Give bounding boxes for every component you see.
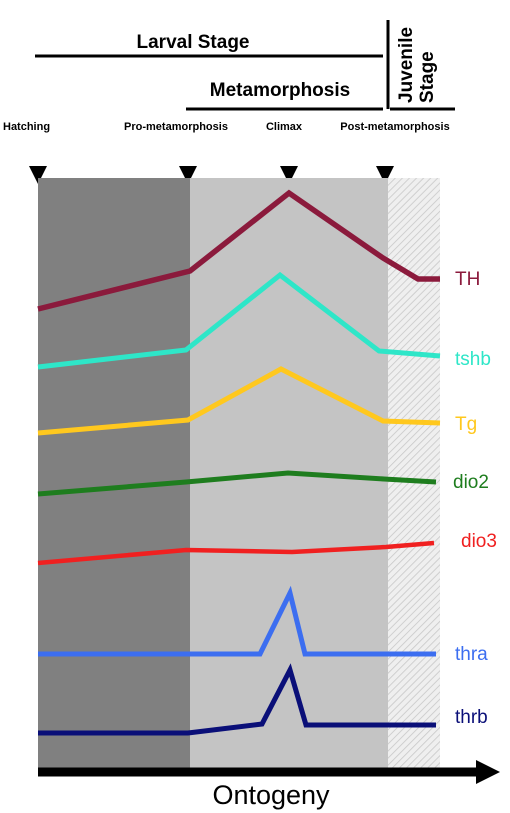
gene-label-th: TH <box>455 269 480 290</box>
juvenile-stage-line2: Stage <box>417 51 438 103</box>
gene-curve-dio3 <box>37 540 435 566</box>
gene-label-thra: thra <box>455 644 488 665</box>
gene-curve-thrb <box>38 663 436 736</box>
gene-label-dio2: dio2 <box>453 472 489 493</box>
stage-label-post-metamorphosis: Post-metamorphosis <box>340 121 449 133</box>
metamorphosis-header: Metamorphosis <box>210 80 350 101</box>
gene-curve-thra <box>38 585 436 657</box>
stage-marker-hatching <box>29 166 47 184</box>
gene-curve-th <box>37 189 440 312</box>
stage-label-pro-metamorphosis: Pro-metamorphosis <box>124 121 228 133</box>
ontogeny-axis-arrowhead <box>476 760 500 784</box>
larval-period-panel <box>38 178 190 768</box>
gene-label-tshb: tshb <box>455 349 491 370</box>
gene-curve-tg <box>37 366 441 436</box>
gene-curve-dio2 <box>37 470 437 497</box>
stage-marker-pro-metamorphosis <box>179 166 197 184</box>
stage-marker-post-metamorphosis <box>376 166 394 184</box>
gene-label-tg: Tg <box>455 414 477 435</box>
juvenile-stage-line1: Juvenile <box>396 27 417 103</box>
stage-label-climax: Climax <box>266 121 303 133</box>
gene-label-dio3: dio3 <box>461 531 497 552</box>
gene-label-thrb: thrb <box>455 707 488 728</box>
larval-stage-header: Larval Stage <box>137 32 250 53</box>
stage-marker-climax <box>280 166 298 184</box>
juvenile-stage-header: Juvenile Stage <box>396 22 438 103</box>
ontogeny-axis-label: Ontogeny <box>212 780 330 810</box>
stage-label-hatching: Hatching <box>3 121 50 133</box>
gene-curve-tshb <box>37 271 441 370</box>
